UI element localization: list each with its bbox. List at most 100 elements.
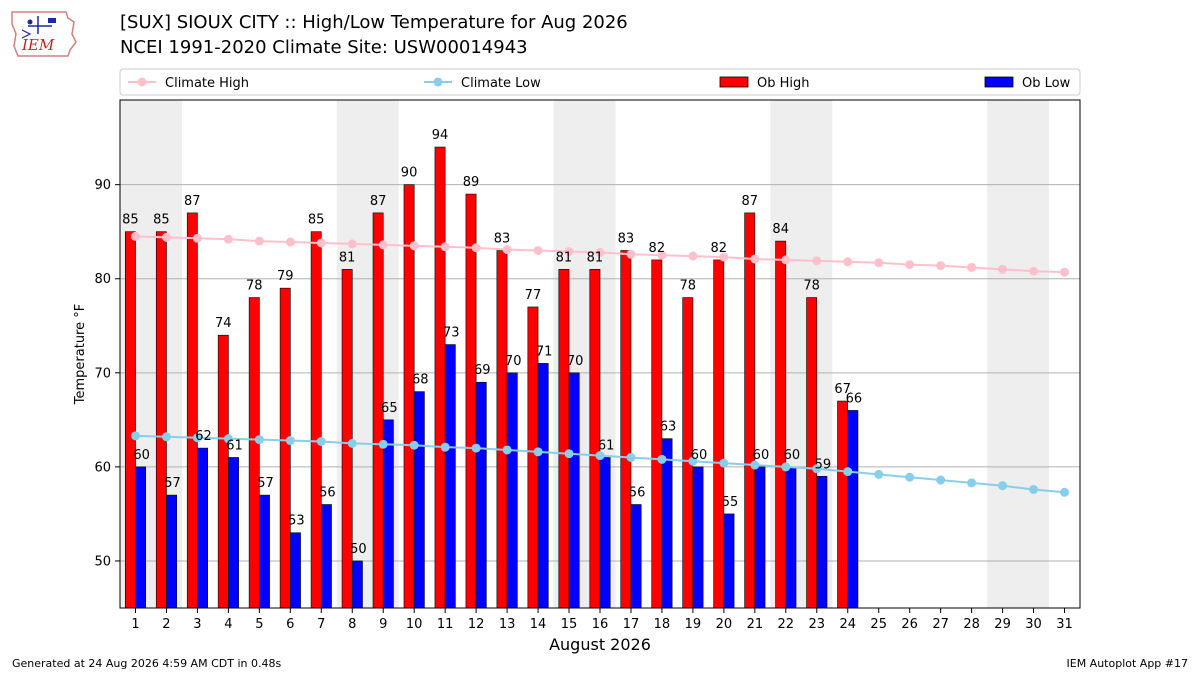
ob-high-bar [341,269,353,609]
climate-low-point [502,445,512,455]
ob-high-label: 78 [803,279,820,294]
ob-high-bar [217,334,229,609]
ob-high-label: 89 [463,175,480,190]
ob-low-label: 71 [536,344,553,359]
legend-ob-low-swatch [984,76,1014,88]
climate-high-point [874,258,884,268]
ob-low-bar [754,466,766,609]
x-tick-label: 15 [561,617,578,632]
ob-high-label: 90 [401,166,418,181]
climate-high-point [223,234,233,244]
ob-low-label: 70 [505,354,522,369]
x-tick-label: 14 [530,617,547,632]
ob-low-bar [290,532,301,609]
climate-high-point [409,241,419,251]
ob-low-bar [568,372,580,609]
climate-high-point [936,261,946,271]
ob-low-bar [692,466,704,609]
ob-low-label: 66 [846,391,863,406]
climate-low-point [812,464,822,474]
x-tick-label: 6 [286,617,294,632]
ob-high-bar [434,146,446,609]
y-tick-label: 80 [94,272,111,287]
legend-climate-low-label: Climate Low [461,76,541,91]
chart-subtitle: NCEI 1991-2020 Climate Site: USW00014943 [120,37,528,58]
x-tick-label: 19 [685,617,702,632]
y-tick-label: 60 [94,460,111,475]
climate-high-point [161,232,171,242]
x-tick-label: 26 [901,617,918,632]
ob-high-label: 85 [308,213,325,228]
ob-low-bar [444,344,456,609]
climate-low-point [750,460,760,470]
climate-low-point [781,462,791,472]
climate-high-point [688,251,698,261]
x-tick-label: 20 [716,617,733,632]
x-tick-label: 27 [932,617,949,632]
climate-high-point [533,246,543,256]
climate-low-point [409,440,419,450]
x-tick-label: 13 [499,617,516,632]
climate-low-point [440,442,450,452]
ob-high-label: 84 [772,222,789,237]
x-tick-label: 17 [623,617,640,632]
ob-high-bar [744,212,756,609]
ob-low-bar [413,391,425,609]
climate-low-point [347,438,357,448]
climate-high-point [285,237,295,247]
x-tick-label: 8 [348,617,356,632]
iem-logo: IEM [11,11,77,57]
climate-high-point [998,264,1008,274]
climate-low-point [192,433,202,443]
ob-low-label: 60 [784,448,801,463]
x-tick-label: 18 [654,617,671,632]
weekend-shade [987,100,1050,608]
legend-box [119,68,1081,96]
x-tick-label: 24 [839,617,856,632]
climate-high-point [719,252,729,262]
ob-low-bar [320,504,332,609]
ob-high-label: 81 [587,250,604,265]
ob-high-bar [620,250,632,609]
x-tick-label: 21 [747,617,764,632]
ob-high-label: 83 [494,232,511,247]
ob-low-bar [537,363,549,609]
climate-low-point [936,475,946,485]
ob-low-label: 68 [412,373,429,388]
climate-low-point [130,431,140,441]
ob-low-label: 63 [660,420,677,435]
x-tick-label: 28 [963,617,980,632]
ob-low-bar [785,466,797,609]
ob-low-bar [228,457,239,609]
ob-high-label: 87 [184,194,201,209]
ob-low-label: 69 [474,363,491,378]
chart-title: [SUX] SIOUX CITY :: High/Low Temperature… [120,12,628,33]
ob-low-bar [816,475,828,609]
ob-low-label: 57 [257,476,274,491]
ob-low-label: 61 [226,438,243,453]
ob-low-label: 56 [629,486,646,501]
ob-low-label: 50 [350,542,367,557]
legend-climate-high-marker [137,77,147,87]
climate-high-point [1060,267,1070,277]
ob-low-label: 55 [722,495,739,510]
ob-low-label: 65 [381,401,398,416]
ob-high-label: 81 [339,250,356,265]
climate-high-point [440,242,450,252]
climate-high-point [378,240,388,250]
y-tick-label: 50 [94,554,111,569]
x-tick-label: 12 [468,617,485,632]
x-tick-label: 2 [162,617,170,632]
ob-low-bar [506,372,518,609]
climate-low-point [533,447,543,457]
legend-ob-high-swatch [719,76,749,88]
ob-high-label: 67 [834,382,851,397]
x-tick-label: 7 [317,617,325,632]
legend-ob-low-label: Ob Low [1022,76,1071,91]
climate-low-point [998,481,1008,491]
climate-high-point [626,249,636,259]
climate-low-point [626,452,636,462]
ob-high-label: 77 [525,288,542,303]
ob-low-bar [166,494,177,609]
x-tick-label: 23 [809,617,826,632]
